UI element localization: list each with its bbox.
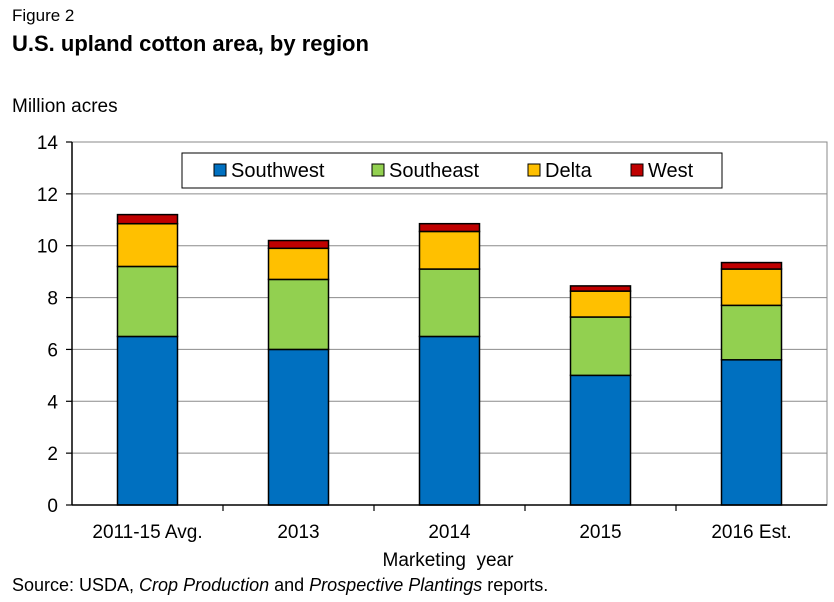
bar-segment-west: [720, 261, 783, 270]
legend-label-west: West: [648, 160, 694, 182]
source-prefix: Source: USDA,: [12, 575, 140, 595]
legend-label-southwest: Southwest: [231, 160, 325, 182]
source-title-2: Prospective Plantings: [309, 575, 483, 595]
figure-label: Figure 2: [12, 6, 75, 25]
bar-segment-southeast: [116, 265, 179, 338]
source-note: Source: USDA, Crop Production and Prospe…: [12, 575, 548, 596]
legend-swatch-west: [630, 163, 644, 177]
bar-segment-southwest: [569, 374, 632, 506]
bar-segment-delta: [116, 222, 179, 268]
bar-segment-delta: [569, 290, 632, 318]
bar-segment-southeast: [720, 304, 783, 361]
bars: [116, 213, 783, 506]
x-tick-label: 2011-15 Avg.: [92, 522, 202, 543]
x-axis-ticks: 2011-15 Avg. 2013 2014 2015 2016 Est.: [92, 505, 792, 543]
y-axis-label: Million acres: [12, 96, 118, 117]
bar-segment-southwest: [418, 335, 481, 506]
bar-segment-southeast: [267, 278, 330, 351]
bar-segment-delta: [720, 268, 783, 307]
bar-segment-delta: [267, 247, 330, 281]
legend: Southwest Southeast Delta West: [181, 152, 723, 189]
y-tick-label: 12: [37, 185, 58, 206]
legend-label-delta: Delta: [545, 160, 593, 182]
y-axis-ticks: 0 2 4 6 8 10 12 14: [37, 133, 72, 517]
y-tick-label: 2: [47, 444, 58, 465]
legend-swatch-southeast: [371, 163, 385, 177]
legend-label-southeast: Southeast: [389, 160, 480, 182]
bar-segment-southwest: [720, 359, 783, 506]
bar-segment-west: [116, 213, 179, 225]
source-suffix: reports.: [482, 575, 549, 595]
legend-swatch-southwest: [213, 163, 227, 177]
bar-segment-west: [267, 239, 330, 250]
bar-segment-west: [569, 285, 632, 292]
y-tick-label: 14: [37, 133, 59, 154]
source-middle: and: [269, 575, 310, 595]
x-tick-label: 2015: [579, 522, 621, 543]
y-tick-label: 4: [47, 392, 58, 413]
bar-segment-southwest: [116, 335, 179, 506]
x-tick-label: 2013: [277, 522, 319, 543]
x-axis-label: Marketing year: [383, 550, 515, 571]
y-tick-label: 6: [47, 340, 58, 361]
bar-segment-southeast: [569, 316, 632, 377]
bar-segment-southeast: [418, 268, 481, 338]
y-tick-label: 0: [47, 496, 58, 517]
x-tick-label: 2014: [428, 522, 471, 543]
y-tick-label: 10: [37, 237, 58, 258]
legend-swatch-delta: [527, 163, 541, 177]
y-tick-label: 8: [47, 289, 58, 310]
x-tick-label: 2016 Est.: [711, 522, 791, 543]
bar-segment-delta: [418, 230, 481, 270]
bar-segment-southwest: [267, 348, 330, 506]
bar-segment-west: [418, 222, 481, 233]
chart-title: U.S. upland cotton area, by region: [12, 31, 369, 56]
source-title-1: Crop Production: [139, 575, 270, 595]
